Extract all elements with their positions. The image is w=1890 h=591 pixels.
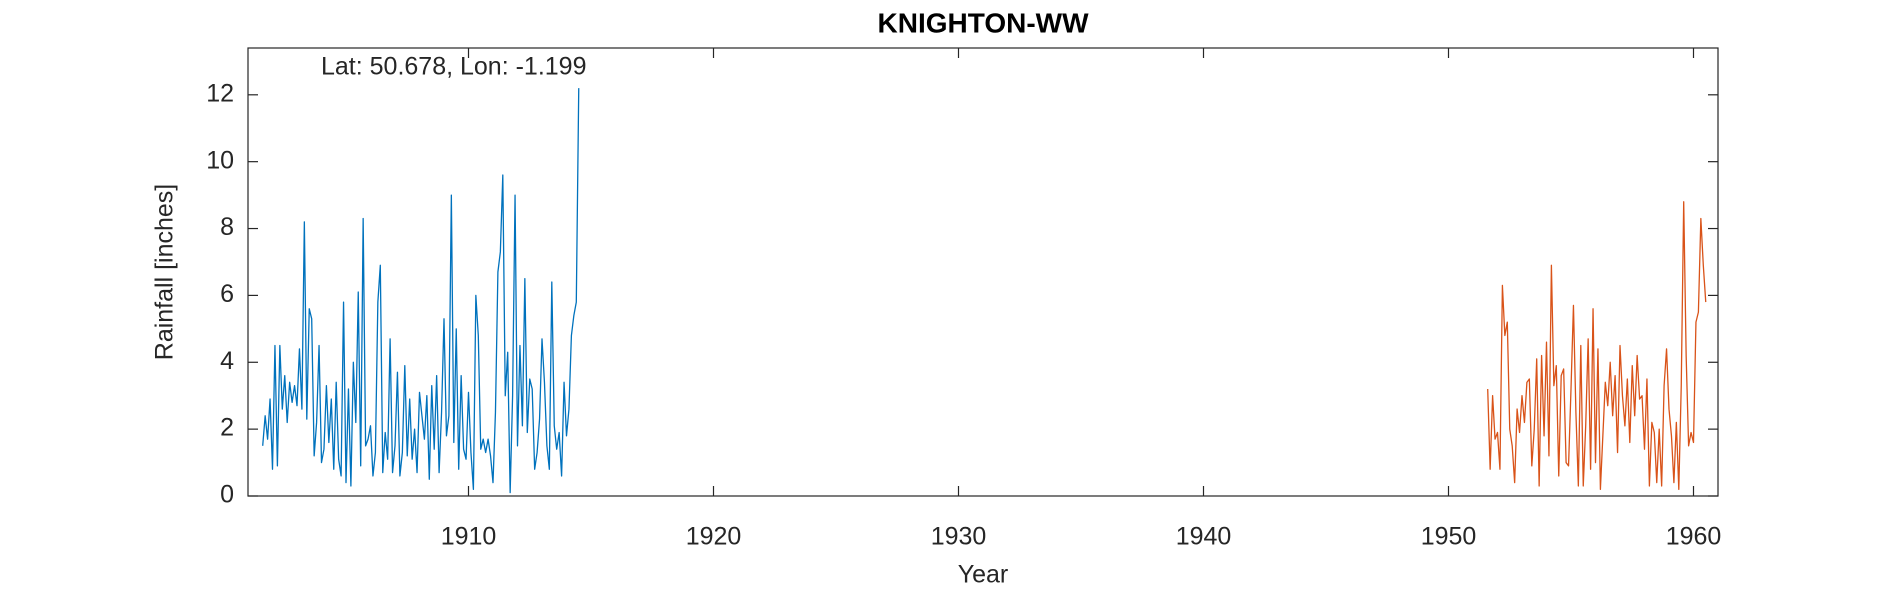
- x-axis-label: Year: [958, 561, 1009, 589]
- y-tick-label: 10: [206, 146, 234, 174]
- x-tick-label: 1940: [1176, 523, 1232, 551]
- data-line: [1487, 201, 1707, 490]
- y-tick-label: 4: [220, 347, 234, 375]
- x-tick-label: 1930: [931, 523, 987, 551]
- annotation: Lat: 50.678, Lon: -1.199: [321, 53, 587, 81]
- x-tick-label: 1960: [1666, 523, 1722, 551]
- plot-frame: [247, 47, 1719, 497]
- y-tick-label: 2: [220, 414, 234, 442]
- y-tick-label: 12: [206, 79, 234, 107]
- y-tick-label: 6: [220, 280, 234, 308]
- x-tick-label: 1920: [686, 523, 742, 551]
- y-tick-label: 0: [220, 481, 234, 509]
- x-tick-label: 1950: [1421, 523, 1477, 551]
- x-tick-label: 1910: [441, 523, 497, 551]
- data-line: [262, 88, 580, 494]
- y-tick-label: 8: [220, 213, 234, 241]
- chart-title: KNIGHTON-WW: [878, 7, 1090, 38]
- y-axis-label: Rainfall [inches]: [151, 184, 179, 360]
